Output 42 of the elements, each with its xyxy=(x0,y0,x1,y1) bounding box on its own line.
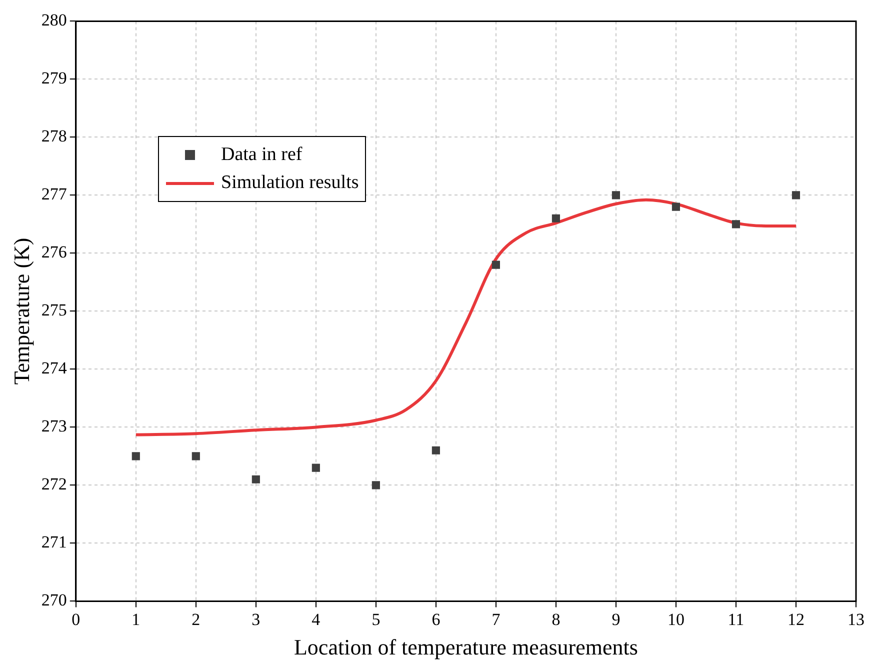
point xyxy=(552,214,560,222)
point xyxy=(312,464,320,472)
x-tick-label: 13 xyxy=(848,610,864,629)
x-tick-label: 1 xyxy=(132,610,140,629)
x-tick-label: 9 xyxy=(612,610,620,629)
x-tick-label: 12 xyxy=(787,610,804,629)
legend-label: Simulation results xyxy=(221,172,359,194)
x-tick-label: 11 xyxy=(728,610,744,629)
line-series xyxy=(134,198,798,436)
x-tick-label: 8 xyxy=(552,610,560,629)
y-tick-label: 270 xyxy=(41,590,67,610)
x-tick-label: 4 xyxy=(312,610,321,629)
y-tick-label: 276 xyxy=(41,242,67,262)
point xyxy=(732,220,740,228)
x-tick-label: 5 xyxy=(372,610,380,629)
y-tick-label: 278 xyxy=(41,126,67,146)
point xyxy=(372,481,380,490)
point xyxy=(192,452,200,460)
point xyxy=(612,191,620,200)
x-tick-label: 7 xyxy=(492,610,501,629)
point xyxy=(672,202,680,211)
x-tick-label: 2 xyxy=(192,610,200,629)
x-tick-label: 10 xyxy=(667,610,684,629)
y-tick-label: 280 xyxy=(41,10,67,30)
legend-label: Data in ref xyxy=(221,144,302,166)
x-tick-label: 6 xyxy=(432,610,440,629)
y-tick-label: 277 xyxy=(41,184,68,204)
point xyxy=(432,446,440,454)
y-tick-label: 274 xyxy=(41,358,68,378)
y-tick-label: 271 xyxy=(41,532,67,552)
point xyxy=(252,475,260,484)
point xyxy=(792,191,800,200)
x-tick-label: 0 xyxy=(72,610,80,629)
point xyxy=(492,260,500,269)
x-axis-title: Location of temperature measurements xyxy=(294,634,638,660)
y-tick-label: 272 xyxy=(41,474,67,494)
x-tick-label: 3 xyxy=(252,610,260,629)
y-tick-label: 273 xyxy=(41,416,67,436)
point xyxy=(132,452,140,460)
y-axis-title: Temperature (K) xyxy=(8,238,34,385)
y-tick-label: 275 xyxy=(41,300,67,320)
y-tick-label: 279 xyxy=(41,68,67,88)
